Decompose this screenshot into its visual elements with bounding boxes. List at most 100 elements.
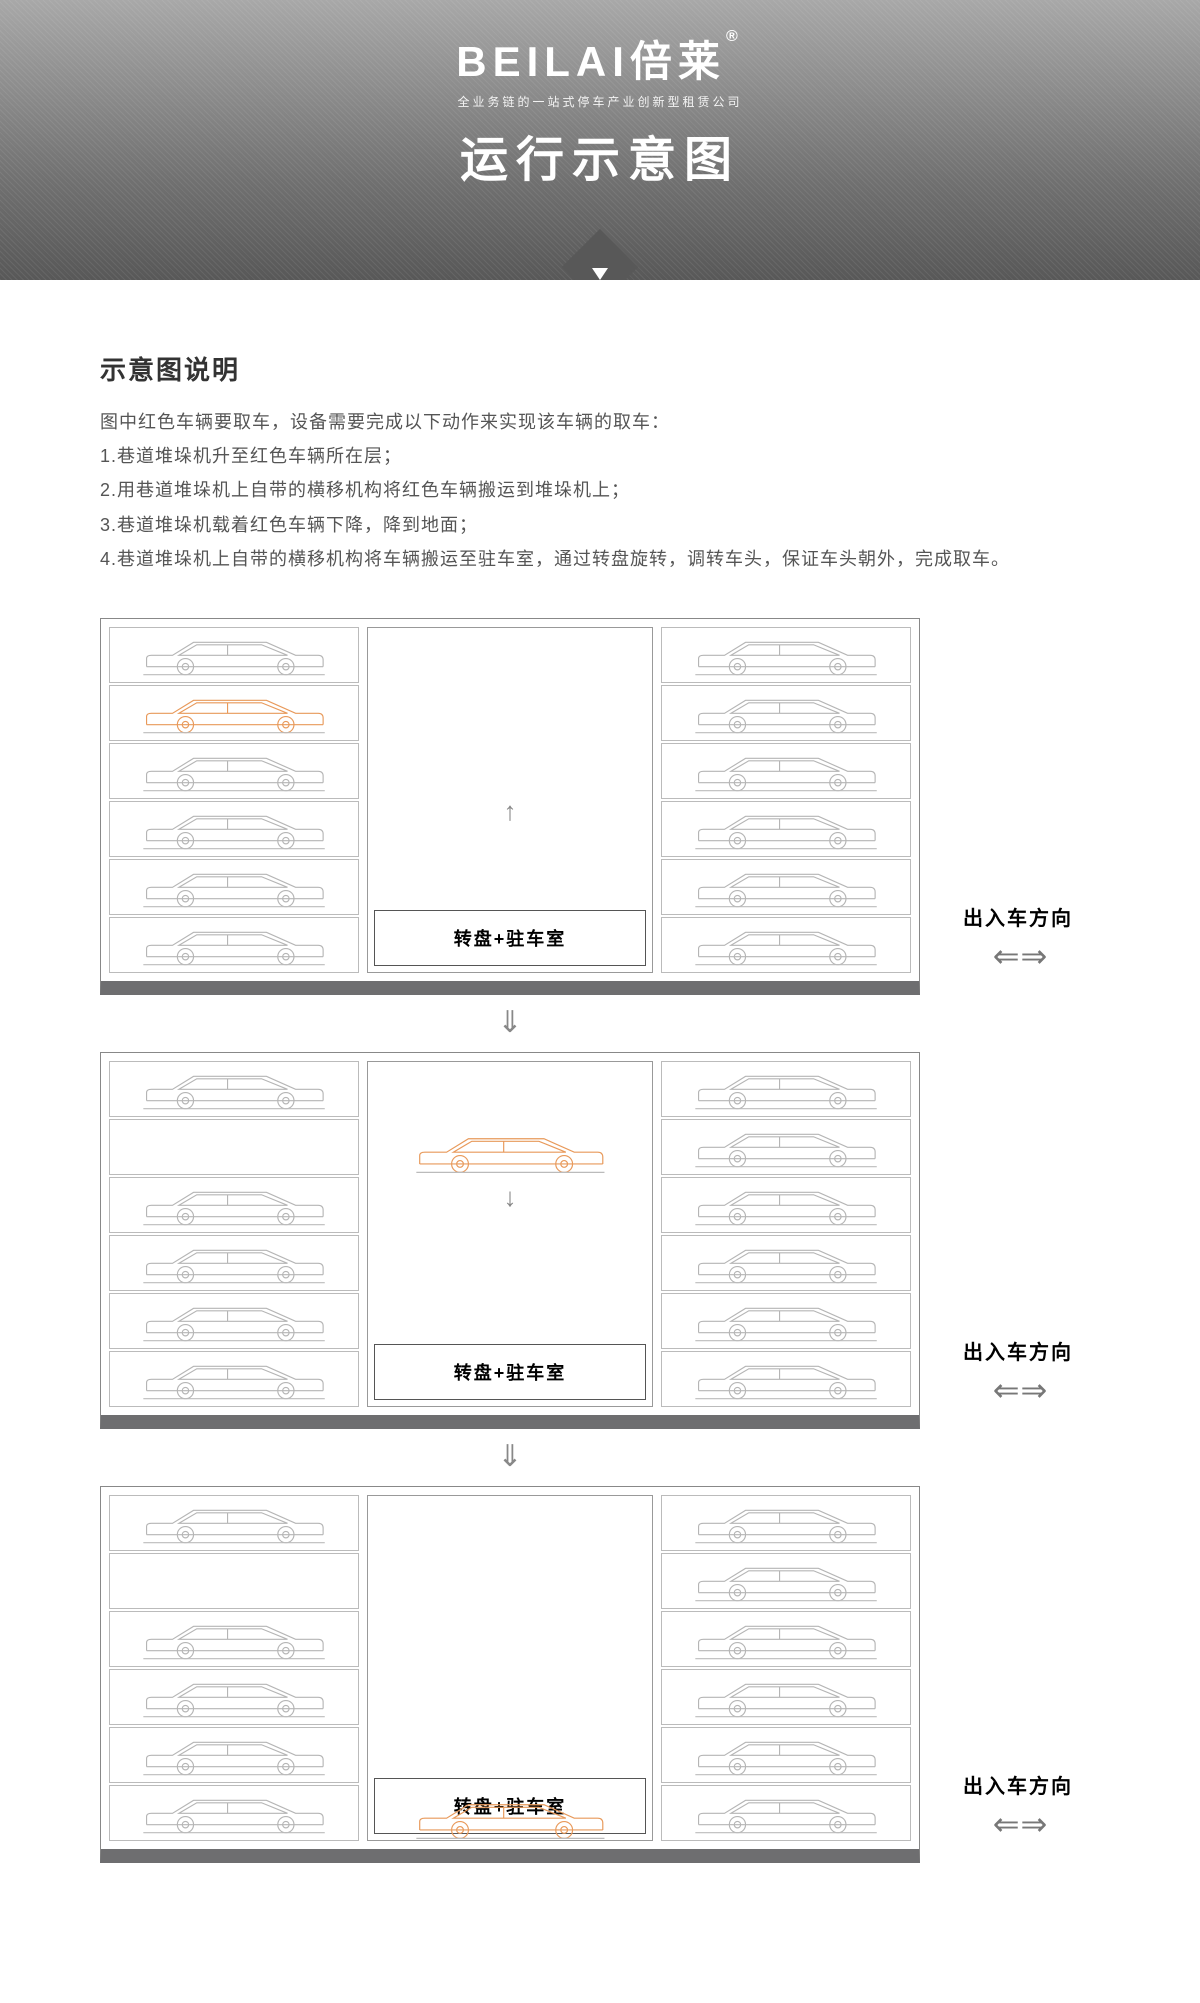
car-icon	[667, 747, 905, 796]
direction-arrow-icon: ⇐ ⇒	[936, 1805, 1100, 1843]
left-rack	[109, 1495, 359, 1841]
parking-slot	[661, 917, 911, 973]
left-rack	[109, 627, 359, 973]
car-icon	[667, 1557, 905, 1606]
parking-slot	[109, 1351, 359, 1407]
parking-slot	[109, 859, 359, 915]
car-icon	[667, 1499, 905, 1548]
parking-slot	[661, 685, 911, 741]
direction-label: 出入车方向	[936, 1770, 1100, 1799]
direction-label: 出入车方向	[936, 902, 1100, 931]
parking-slot	[661, 1119, 911, 1175]
desc-step4: 4.巷道堆垛机上自带的横移机构将车辆搬运至驻车室，通过转盘旋转，调转车头，保证车…	[100, 542, 1100, 576]
car-icon	[115, 631, 353, 680]
car-icon	[115, 747, 353, 796]
desc-heading: 示意图说明	[100, 350, 1100, 387]
right-rack	[661, 627, 911, 973]
desc-step3: 3.巷道堆垛机载着红色车辆下降，降到地面；	[100, 508, 1100, 542]
parking-slot	[109, 1727, 359, 1783]
stage-diagram: 转盘+驻车室	[100, 1486, 920, 1863]
car-icon	[667, 1731, 905, 1780]
car-icon	[115, 1065, 353, 1114]
chevron-down-icon	[573, 240, 627, 280]
car-icon	[115, 1789, 353, 1838]
parking-slot	[661, 627, 911, 683]
parking-slot	[661, 743, 911, 799]
parking-slot	[109, 1669, 359, 1725]
page-title: 运行示意图	[0, 120, 1200, 190]
parking-slot	[661, 1293, 911, 1349]
car-icon	[115, 1239, 353, 1288]
step-down-arrow-icon: ⇓	[100, 1005, 1100, 1040]
car-icon	[667, 863, 905, 912]
car-icon	[115, 1615, 353, 1664]
lift-shaft: 转盘+驻车室	[367, 1495, 653, 1841]
car-icon	[115, 689, 353, 738]
car-icon	[115, 1731, 353, 1780]
parking-slot	[109, 801, 359, 857]
lift-shaft: ↑ 转盘+驻车室	[367, 627, 653, 973]
parking-slot	[661, 1669, 911, 1725]
lift-car	[379, 1790, 640, 1846]
parking-slot	[661, 1177, 911, 1233]
car-icon	[667, 1673, 905, 1722]
car-icon	[667, 1123, 905, 1172]
step-down-arrow-icon: ⇓	[100, 1439, 1100, 1474]
parking-slot	[661, 1727, 911, 1783]
parking-slot	[661, 1061, 911, 1117]
direction-arrow-icon: ⇐ ⇒	[936, 937, 1100, 975]
stage-diagram: ↑ 转盘+驻车室	[100, 618, 920, 995]
turntable-room: 转盘+驻车室	[374, 1344, 646, 1400]
car-icon	[385, 1793, 636, 1843]
car-icon	[115, 1181, 353, 1230]
parking-slot	[661, 1235, 911, 1291]
lift-direction-icon: ↓	[368, 1184, 652, 1212]
brand-en: BEILAI	[456, 38, 630, 85]
direction-indicator: 出入车方向 ⇐ ⇒	[936, 1336, 1100, 1429]
direction-label: 出入车方向	[936, 1336, 1100, 1365]
description-block: 示意图说明 图中红色车辆要取车，设备需要完成以下动作来实现该车辆的取车： 1.巷…	[0, 280, 1200, 596]
parking-slot	[109, 1177, 359, 1233]
lift-car	[379, 1124, 640, 1180]
car-icon	[667, 1181, 905, 1230]
parking-slot	[109, 627, 359, 683]
parking-slot	[109, 743, 359, 799]
car-icon	[667, 1065, 905, 1114]
car-icon	[667, 1297, 905, 1346]
car-icon	[667, 1789, 905, 1838]
desc-step2: 2.用巷道堆垛机上自带的横移机构将红色车辆搬运到堆垛机上；	[100, 473, 1100, 507]
parking-slot	[109, 1293, 359, 1349]
parking-slot	[109, 1235, 359, 1291]
desc-step1: 1.巷道堆垛机升至红色车辆所在层；	[100, 439, 1100, 473]
car-icon	[667, 921, 905, 970]
car-icon	[667, 689, 905, 738]
brand-logo: BEILAI倍莱®	[0, 28, 1200, 89]
car-icon	[115, 921, 353, 970]
lift-direction-icon: ↑	[368, 798, 652, 826]
right-rack	[661, 1061, 911, 1407]
car-icon	[115, 1499, 353, 1548]
desc-intro: 图中红色车辆要取车，设备需要完成以下动作来实现该车辆的取车：	[100, 405, 1100, 439]
parking-slot	[109, 1611, 359, 1667]
parking-slot	[109, 1785, 359, 1841]
parking-slot	[661, 1495, 911, 1551]
car-icon	[667, 631, 905, 680]
car-icon	[667, 1239, 905, 1288]
parking-slot	[109, 917, 359, 973]
brand-reg: ®	[726, 28, 744, 45]
car-icon	[115, 1297, 353, 1346]
car-icon	[667, 805, 905, 854]
car-icon	[667, 1355, 905, 1404]
car-icon	[115, 863, 353, 912]
brand-cn: 倍莱	[630, 38, 726, 85]
lift-shaft: ↓ 转盘+驻车室	[367, 1061, 653, 1407]
left-rack	[109, 1061, 359, 1407]
turntable-room: 转盘+驻车室	[374, 910, 646, 966]
parking-slot	[109, 1061, 359, 1117]
direction-arrow-icon: ⇐ ⇒	[936, 1371, 1100, 1409]
car-icon	[115, 805, 353, 854]
parking-slot	[661, 1785, 911, 1841]
parking-slot	[661, 1351, 911, 1407]
direction-indicator: 出入车方向 ⇐ ⇒	[936, 1770, 1100, 1863]
header-banner: BEILAI倍莱® 全业务链的一站式停车产业创新型租赁公司 运行示意图	[0, 0, 1200, 280]
